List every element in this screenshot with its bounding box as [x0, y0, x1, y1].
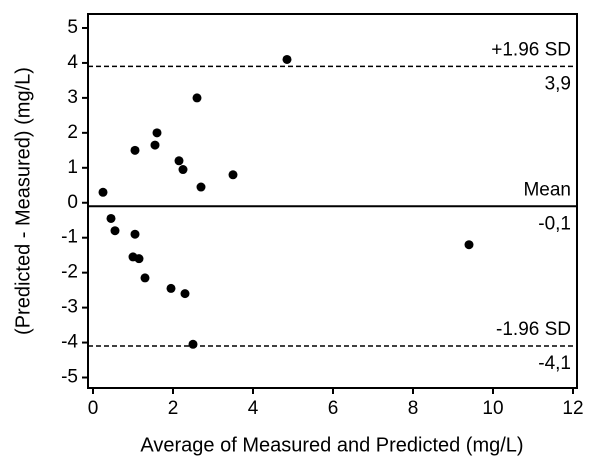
- point: [192, 93, 202, 103]
- point: [282, 54, 292, 64]
- x-tick-label: 10: [482, 398, 503, 419]
- reference-line-value: 3,9: [545, 73, 571, 94]
- y-axis-label: (Predicted - Measured) (mg/L): [12, 67, 34, 335]
- x-tick-label: 6: [328, 398, 339, 419]
- y-tick-label: 1: [67, 157, 78, 178]
- x-tick-label: 12: [562, 398, 583, 419]
- point: [464, 240, 474, 250]
- y-tick-label: 3: [67, 87, 78, 108]
- point: [130, 229, 140, 239]
- y-tick-label: 4: [67, 52, 78, 73]
- point: [196, 182, 206, 192]
- point: [178, 165, 188, 175]
- point: [228, 170, 238, 180]
- y-tick-label: -2: [61, 262, 78, 283]
- y-tick-label: -5: [61, 367, 78, 388]
- x-tick-label: 8: [408, 398, 419, 419]
- point: [130, 145, 140, 155]
- y-tick-label: -1: [61, 227, 78, 248]
- y-tick-label: -4: [61, 332, 78, 353]
- point: [180, 289, 190, 299]
- point: [110, 226, 120, 236]
- reference-line-name: +1.96 SD: [491, 39, 571, 60]
- y-tick-label: 2: [67, 122, 78, 143]
- reference-line-value: -0,1: [538, 213, 571, 234]
- point: [150, 140, 160, 150]
- point: [152, 128, 162, 138]
- y-tick-label: 5: [67, 17, 78, 38]
- point: [140, 273, 150, 283]
- y-tick-label: 0: [67, 192, 78, 213]
- reference-line-value: -4,1: [538, 353, 571, 374]
- x-tick-label: 2: [168, 398, 179, 419]
- point: [98, 187, 108, 197]
- point: [174, 156, 184, 166]
- point: [106, 213, 116, 223]
- reference-line-name: -1.96 SD: [496, 319, 571, 340]
- x-tick-label: 0: [88, 398, 99, 419]
- point: [134, 254, 144, 264]
- x-axis-label: Average of Measured and Predicted (mg/L): [140, 434, 523, 456]
- point: [166, 283, 176, 293]
- point: [188, 339, 198, 349]
- x-tick-label: 4: [248, 398, 259, 419]
- y-tick-label: -3: [61, 297, 78, 318]
- reference-line-name: Mean: [523, 179, 571, 200]
